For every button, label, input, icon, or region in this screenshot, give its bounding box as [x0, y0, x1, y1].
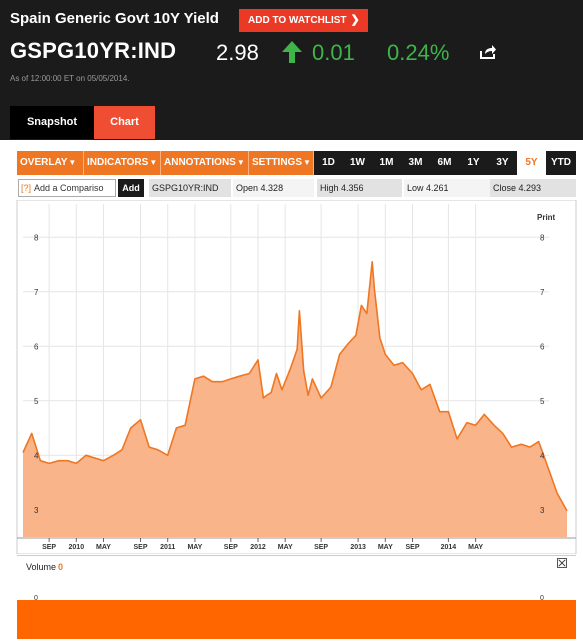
y-tick-label-left: 7 [34, 288, 39, 297]
compare-input[interactable]: [?] Add a Compariso [18, 179, 116, 197]
open-label: Open [236, 183, 259, 193]
help-icon: [?] [21, 183, 32, 193]
price-change: 0.01 [312, 40, 355, 65]
volume-value: 0 [58, 562, 64, 572]
y-tick-label-right: 8 [540, 233, 545, 242]
range-3m[interactable]: 3M [408, 157, 423, 168]
high-value: 4.356 [341, 183, 364, 193]
indicators-label: INDICATORS [87, 157, 149, 168]
caret-down-icon: ▼ [149, 158, 158, 167]
watchlist-button-label: ADD TO WATCHLIST [248, 15, 347, 26]
range-6m[interactable]: 6M [437, 157, 452, 168]
high-label: High [320, 183, 339, 193]
annotations-label: ANNOTATIONS [164, 157, 236, 168]
open-stat: Open 4.328 [233, 179, 314, 197]
volume-label: Volume 0 [26, 562, 63, 572]
annotations-dropdown[interactable]: ANNOTATIONS▼ [161, 151, 249, 175]
chart-toolbar: OVERLAY▼ INDICATORS▼ ANNOTATIONS▼ SETTIN… [17, 151, 576, 175]
settings-dropdown[interactable]: SETTINGS▼ [249, 151, 314, 175]
caret-down-icon: ▼ [236, 158, 245, 167]
y-tick-label-right: 4 [540, 451, 545, 460]
add-to-watchlist-button[interactable]: ADD TO WATCHLIST ❯ [239, 9, 368, 32]
range-1m[interactable]: 1M [379, 157, 394, 168]
close-value: 4.293 [518, 183, 542, 193]
x-tick-label: MAY [468, 544, 483, 551]
indicators-dropdown[interactable]: INDICATORS▼ [84, 151, 161, 175]
x-tick-label: 2014 [441, 544, 457, 551]
price-chart[interactable]: 3 3 4 4 5 5 6 6 7 7 8 8 SEP 2010 MAY SEP 2011 MAY SEP 2012 M… [0, 200, 583, 554]
low-label: Low [407, 183, 424, 193]
x-tick-label: SEP [133, 544, 147, 551]
chevron-right-icon: ❯ [350, 14, 360, 26]
range-ytd[interactable]: YTD [551, 157, 571, 168]
range-5y[interactable]: 5Y [517, 151, 546, 175]
close-label: Close [493, 183, 517, 193]
x-tick-label: MAY [278, 544, 293, 551]
security-title: Spain Generic Govt 10Y Yield [10, 10, 219, 27]
x-tick-label: SEP [224, 544, 238, 551]
range-1d[interactable]: 1D [322, 157, 335, 168]
as-of-timestamp: As of 12:00:00 ET on 05/05/2014. [10, 74, 130, 83]
y-tick-label-right: 7 [540, 288, 545, 297]
y-tick-label-left: 5 [34, 397, 39, 406]
range-1y[interactable]: 1Y [467, 157, 480, 168]
open-value: 4.328 [260, 183, 284, 193]
close-stat: Close 4.293 [490, 179, 576, 197]
y-tick-label-right: 5 [540, 397, 545, 406]
volume-axis-left: 0 [34, 595, 38, 602]
x-tick-label: MAY [378, 544, 393, 551]
y-tick-label-right: 3 [540, 506, 545, 515]
print-link[interactable]: Print [537, 213, 556, 222]
quote-header: Spain Generic Govt 10Y Yield ADD TO WATC… [0, 0, 583, 140]
price-chart-svg: 3 3 4 4 5 5 6 6 7 7 8 8 SEP 2010 MAY SEP 2011 MAY SEP 2012 M… [16, 200, 577, 554]
x-tick-label: SEP [42, 544, 56, 551]
up-arrow-icon [282, 41, 302, 63]
chart-symbol: GSPG10YR:IND [149, 179, 231, 197]
last-price: 2.98 [216, 40, 259, 65]
x-tick-label: MAY [96, 544, 111, 551]
x-tick-label: 2011 [160, 544, 175, 551]
low-value: 4.261 [426, 183, 449, 193]
overlay-dropdown[interactable]: OVERLAY▼ [17, 151, 84, 175]
chart-info-row: [?] Add a Compariso Add GSPG10YR:IND Open… [17, 178, 576, 198]
y-tick-label-right: 6 [540, 342, 545, 351]
x-tick-label: SEP [314, 544, 328, 551]
high-stat: High 4.356 [317, 179, 402, 197]
volume-axis-right: 0 [540, 595, 544, 602]
share-icon[interactable] [480, 44, 497, 59]
y-tick-label-left: 8 [34, 233, 39, 242]
add-compare-button[interactable]: Add [118, 179, 144, 197]
tab-snapshot[interactable]: Snapshot [10, 106, 94, 139]
x-tick-label: MAY [187, 544, 202, 551]
caret-down-icon: ▼ [303, 158, 311, 167]
volume-title: Volume [26, 562, 57, 572]
caret-down-icon: ▼ [68, 158, 77, 167]
y-tick-label-left: 4 [34, 451, 39, 460]
yield-area [23, 261, 567, 537]
low-stat: Low 4.261 [404, 179, 490, 197]
x-tick-label: SEP [405, 544, 419, 551]
volume-bar [17, 600, 576, 639]
x-tick-label: 2012 [250, 544, 266, 551]
ticker-symbol: GSPG10YR:IND [10, 38, 177, 63]
y-tick-label-left: 3 [34, 506, 39, 515]
tab-chart[interactable]: Chart [94, 106, 155, 139]
x-tick-label: 2013 [350, 544, 366, 551]
overlay-label: OVERLAY [20, 157, 68, 168]
compare-placeholder: Add a Compariso [34, 183, 104, 193]
range-3y[interactable]: 3Y [496, 157, 509, 168]
volume-panel: Volume 0 0 0 [17, 555, 576, 641]
settings-label: SETTINGS [252, 157, 303, 168]
price-change-percent: 0.24% [387, 40, 450, 65]
close-icon[interactable] [557, 558, 567, 568]
range-1w[interactable]: 1W [350, 157, 365, 168]
y-tick-label-left: 6 [34, 342, 39, 351]
x-tick-label: 2010 [69, 544, 85, 551]
yield-line [22, 261, 568, 512]
